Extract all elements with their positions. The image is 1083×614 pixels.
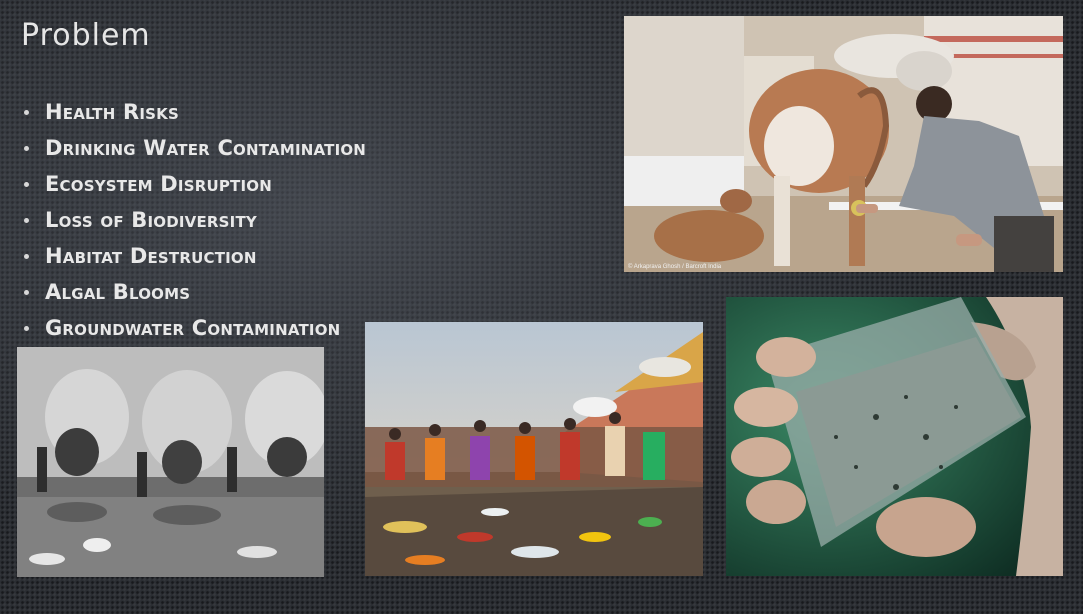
bullet-dot-icon — [24, 253, 29, 259]
bullet-dot-icon — [24, 145, 29, 151]
bullet-dot-icon — [24, 109, 29, 115]
animals-drinking-photo — [17, 347, 324, 577]
bullet-dot-icon — [24, 289, 29, 295]
bullet-dot-icon — [24, 325, 29, 331]
dirty-water-glass-photo — [726, 297, 1063, 576]
river-crowd-photo — [365, 322, 703, 576]
bullet-item: Groundwater Contamination — [24, 310, 366, 346]
bullet-dot-icon — [24, 181, 29, 187]
photo-credit: © Arkaprava Ghosh / Barcroft India — [628, 264, 722, 270]
bullet-item: Loss of Biodiversity — [24, 202, 366, 238]
bullet-item: Ecosystem Disruption — [24, 166, 366, 202]
cow-photo: © Arkaprava Ghosh / Barcroft India — [624, 16, 1063, 272]
bullet-list: Health Risks Drinking Water Contaminatio… — [24, 94, 366, 346]
slide-title: Problem — [21, 18, 151, 53]
bullet-item: Habitat Destruction — [24, 238, 366, 274]
bullet-item: Health Risks — [24, 94, 366, 130]
bullet-item: Algal Blooms — [24, 274, 366, 310]
bullet-item: Drinking Water Contamination — [24, 130, 366, 166]
bullet-dot-icon — [24, 217, 29, 223]
